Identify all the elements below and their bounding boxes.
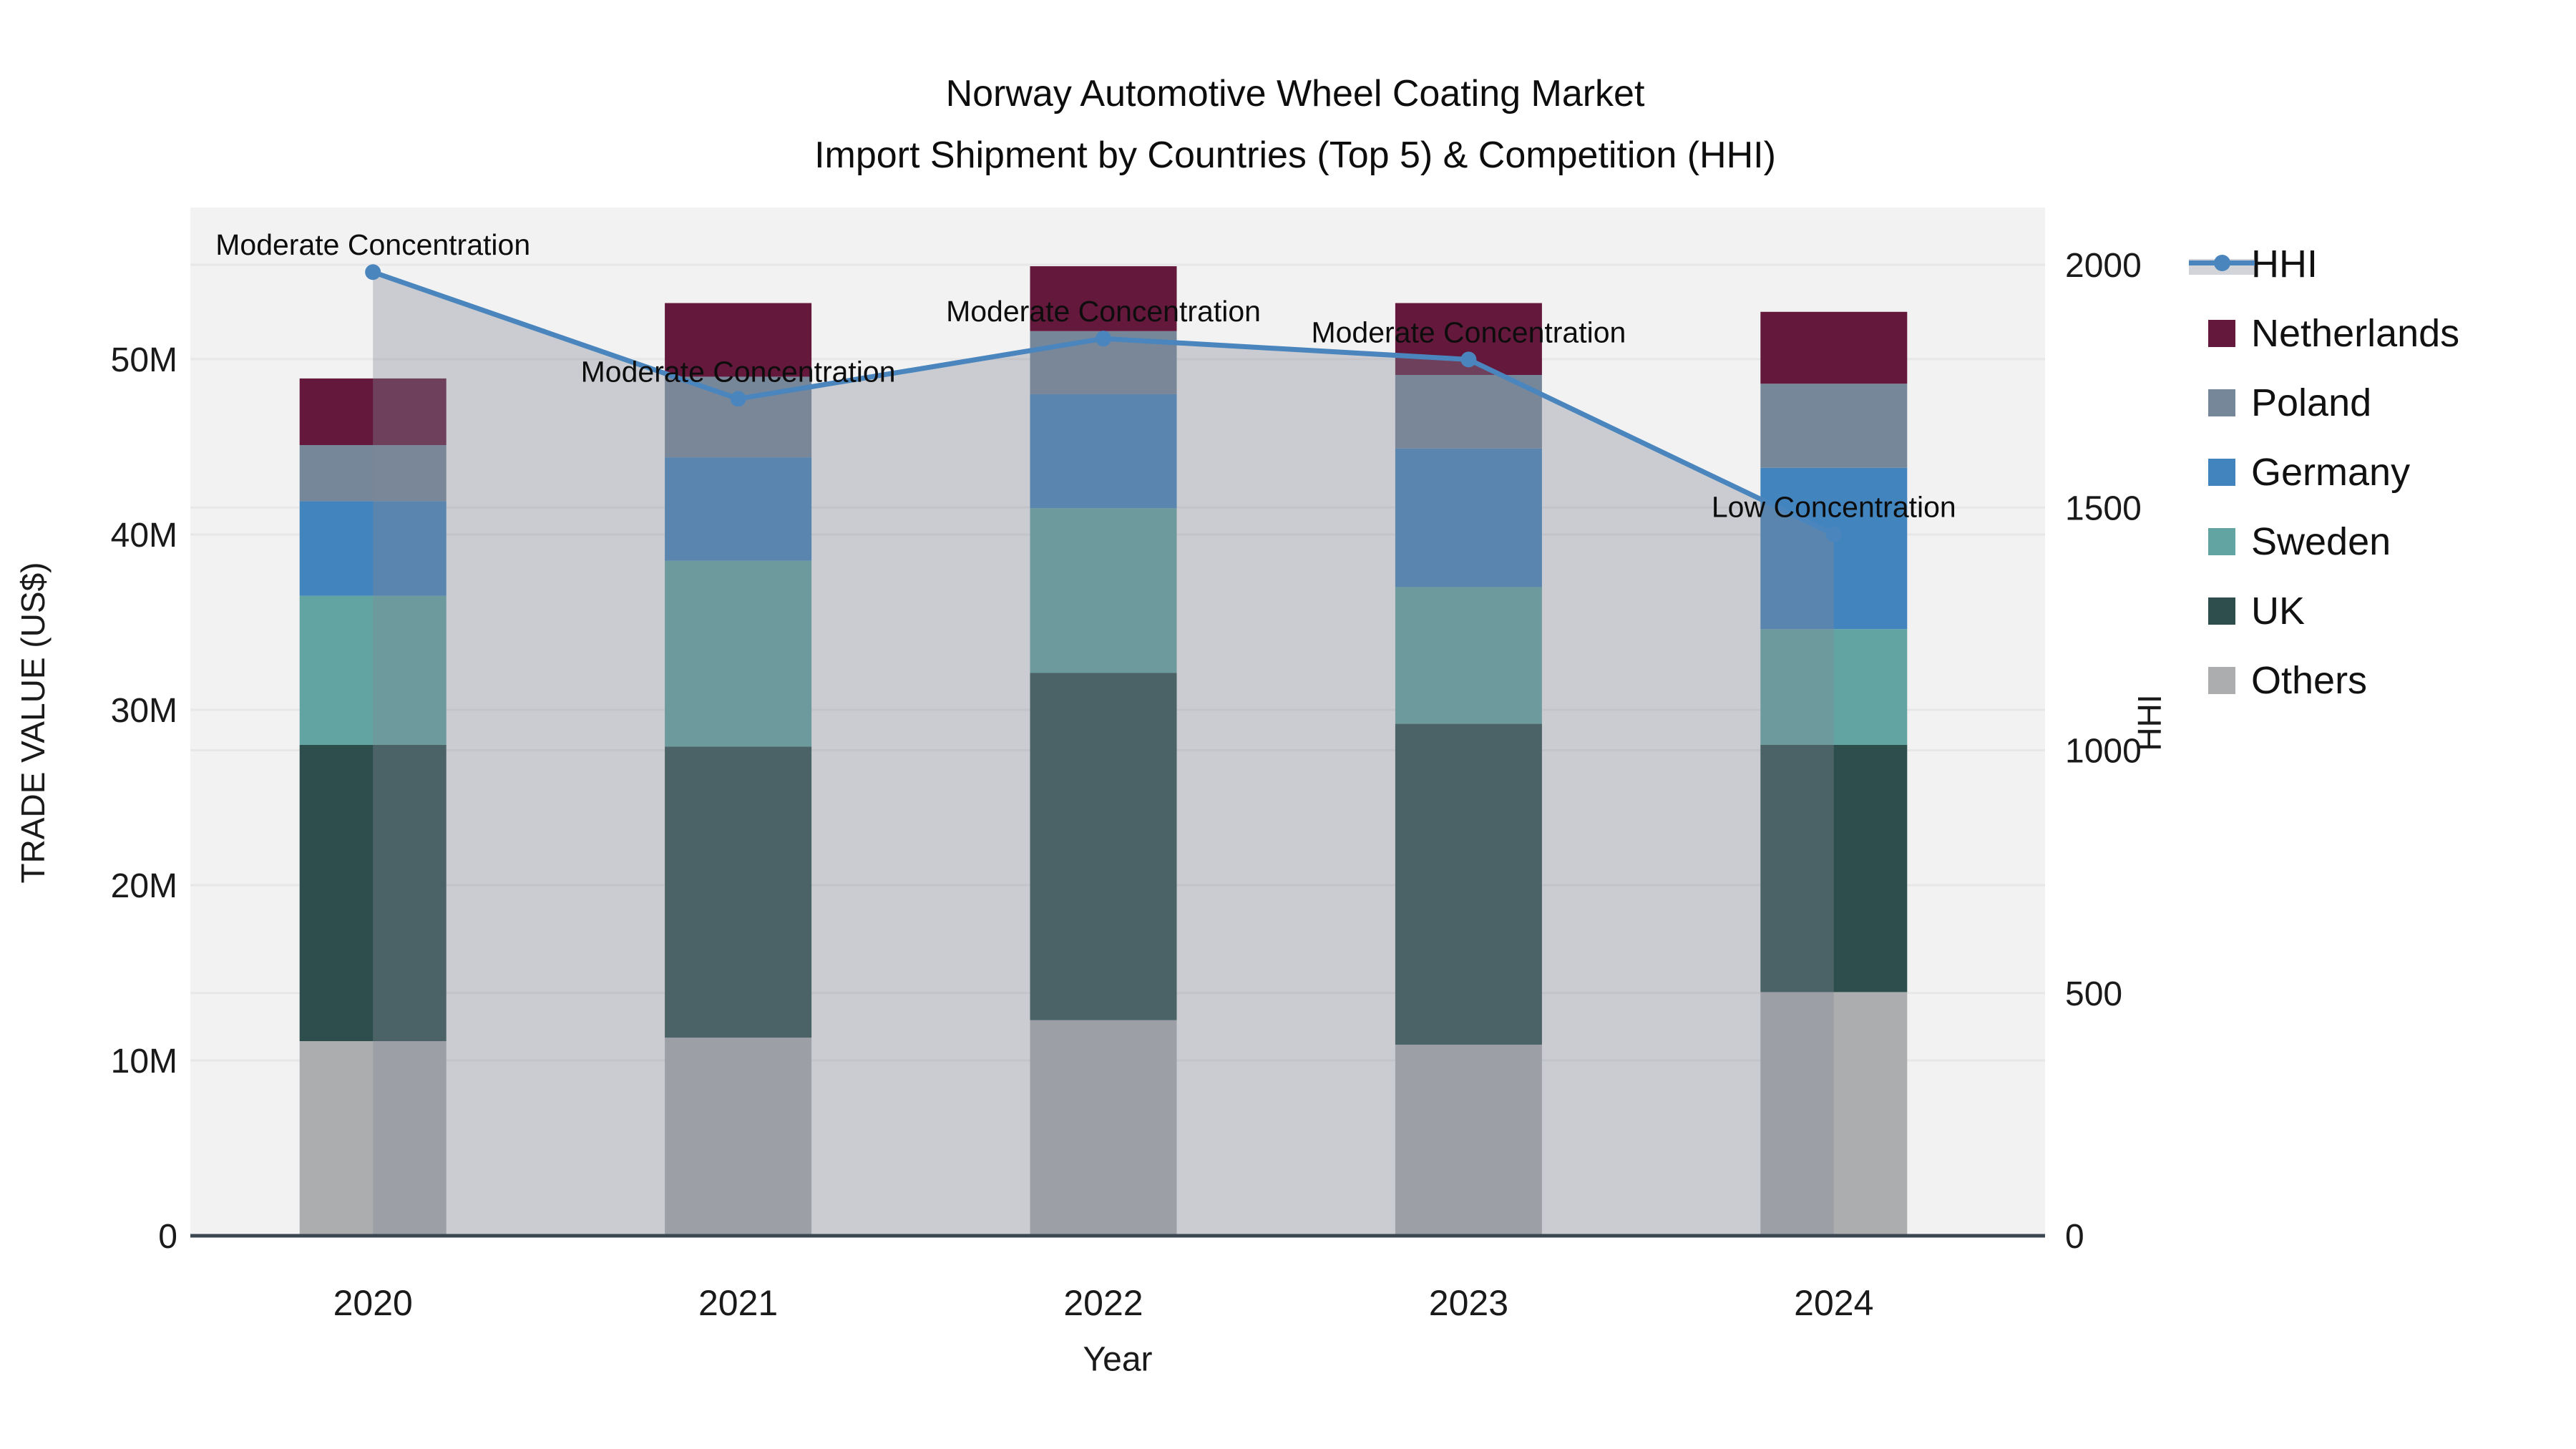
hhi-line-icon — [2189, 250, 2255, 278]
bar-segment-sweden-2023[interactable] — [1395, 587, 1542, 724]
bar-segment-others-2024[interactable] — [1760, 992, 1908, 1236]
legend-label: Sweden — [2251, 519, 2391, 563]
bar-segment-netherlands-2021[interactable] — [665, 303, 812, 377]
y-right-tick-500: 500 — [2065, 975, 2122, 1013]
y-left-tick-50M: 50M — [111, 341, 177, 379]
bar-segment-others-2022[interactable] — [1030, 1020, 1177, 1236]
legend-label: Netherlands — [2251, 311, 2460, 355]
hhi-area-fill — [373, 272, 1834, 1236]
bar-segment-poland-2020[interactable] — [299, 444, 447, 502]
annotation-2022: Moderate Concentration — [946, 295, 1261, 328]
bar-segment-netherlands-2022[interactable] — [1030, 266, 1177, 331]
legend-swatch-uk — [2208, 597, 2235, 625]
y-right-tick-0: 0 — [2065, 1218, 2084, 1256]
legend-swatch-netherlands — [2208, 319, 2235, 347]
legend-item-netherlands[interactable]: Netherlands — [2208, 298, 2459, 368]
y-right-tick-1500: 1500 — [2065, 489, 2142, 527]
legend-item-hhi[interactable]: HHI — [2189, 229, 2459, 298]
legend-swatch-sweden — [2208, 527, 2235, 555]
hhi-marker-2021[interactable] — [730, 391, 746, 407]
bar-segment-germany-2021[interactable] — [665, 457, 812, 561]
legend-label: HHI — [2251, 242, 2318, 286]
legend-item-others[interactable]: Others — [2208, 645, 2459, 715]
hhi-marker-2024[interactable] — [1825, 526, 1842, 542]
y-axis-left-title: TRADE VALUE (US$) — [14, 562, 52, 884]
bar-segment-uk-2021[interactable] — [665, 746, 812, 1038]
x-tick-2024: 2024 — [1794, 1283, 1873, 1323]
bar-segment-uk-2020[interactable] — [299, 744, 447, 1042]
legend-item-sweden[interactable]: Sweden — [2208, 507, 2459, 576]
annotation-2020: Moderate Concentration — [215, 228, 530, 261]
legend-item-poland[interactable]: Poland — [2208, 368, 2459, 437]
hhi-marker-2023[interactable] — [1460, 351, 1477, 368]
legend-label: Others — [2251, 658, 2368, 702]
hhi-marker-2020[interactable] — [365, 264, 381, 280]
bar-segment-netherlands-2020[interactable] — [299, 378, 447, 445]
legend-item-uk[interactable]: UK — [2208, 576, 2459, 645]
bar-segment-sweden-2020[interactable] — [299, 595, 447, 745]
x-tick-2021: 2021 — [698, 1283, 778, 1323]
legend-swatch-poland — [2208, 389, 2235, 416]
bar-segment-germany-2022[interactable] — [1030, 394, 1177, 509]
legend-label: UK — [2251, 589, 2306, 633]
legend-swatch-germany — [2208, 458, 2235, 486]
y-right-tick-2000: 2000 — [2065, 247, 2142, 285]
bar-segment-poland-2024[interactable] — [1760, 384, 1908, 468]
y-left-tick-30M: 30M — [111, 692, 177, 730]
bar-segment-netherlands-2024[interactable] — [1760, 311, 1908, 384]
bar-segment-germany-2023[interactable] — [1395, 448, 1542, 587]
bar-segment-uk-2022[interactable] — [1030, 673, 1177, 1020]
x-tick-2022: 2022 — [1063, 1283, 1143, 1323]
chart-title-line1: Norway Automotive Wheel Coating Market — [945, 73, 1645, 114]
y-left-tick-0: 0 — [158, 1218, 177, 1256]
annotation-2023: Moderate Concentration — [1311, 316, 1626, 348]
y-left-tick-20M: 20M — [111, 867, 177, 905]
bar-segment-sweden-2024[interactable] — [1760, 629, 1908, 745]
legend: HHI Netherlands Poland Germany Sweden UK Other… — [2189, 229, 2459, 715]
bar-segment-germany-2024[interactable] — [1760, 467, 1908, 630]
chart-title-line2: Import Shipment by Countries (Top 5) & C… — [814, 135, 1776, 176]
y-right-tick-1000: 1000 — [2065, 733, 2142, 771]
legend-swatch-others — [2208, 666, 2235, 694]
annotation-2021: Moderate Concentration — [581, 355, 896, 388]
x-tick-2023: 2023 — [1429, 1283, 1508, 1323]
legend-label: Poland — [2251, 381, 2372, 424]
y-axis-right-title: HHI — [2131, 694, 2168, 751]
legend-label: Germany — [2251, 450, 2411, 494]
hhi-marker-glyph — [2214, 254, 2230, 271]
bar-segment-poland-2023[interactable] — [1395, 374, 1542, 449]
bar-segment-uk-2024[interactable] — [1760, 744, 1908, 992]
hhi-marker-2022[interactable] — [1096, 331, 1111, 347]
y-left-tick-10M: 10M — [111, 1043, 177, 1080]
chart-title: Norway Automotive Wheel Coating Market I… — [0, 63, 2576, 186]
bar-segment-others-2023[interactable] — [1395, 1044, 1542, 1236]
annotation-2024: Low Concentration — [1712, 491, 1956, 524]
x-tick-2020: 2020 — [333, 1283, 413, 1323]
bar-segment-others-2020[interactable] — [299, 1041, 447, 1236]
bar-segment-uk-2023[interactable] — [1395, 723, 1542, 1045]
x-axis-title: Year — [1083, 1340, 1153, 1379]
y-left-tick-40M: 40M — [111, 517, 177, 555]
bar-segment-others-2021[interactable] — [665, 1038, 812, 1236]
bar-segment-sweden-2021[interactable] — [665, 560, 812, 747]
bar-segment-sweden-2022[interactable] — [1030, 508, 1177, 673]
legend-item-germany[interactable]: Germany — [2208, 437, 2459, 507]
bar-segment-germany-2020[interactable] — [299, 501, 447, 596]
